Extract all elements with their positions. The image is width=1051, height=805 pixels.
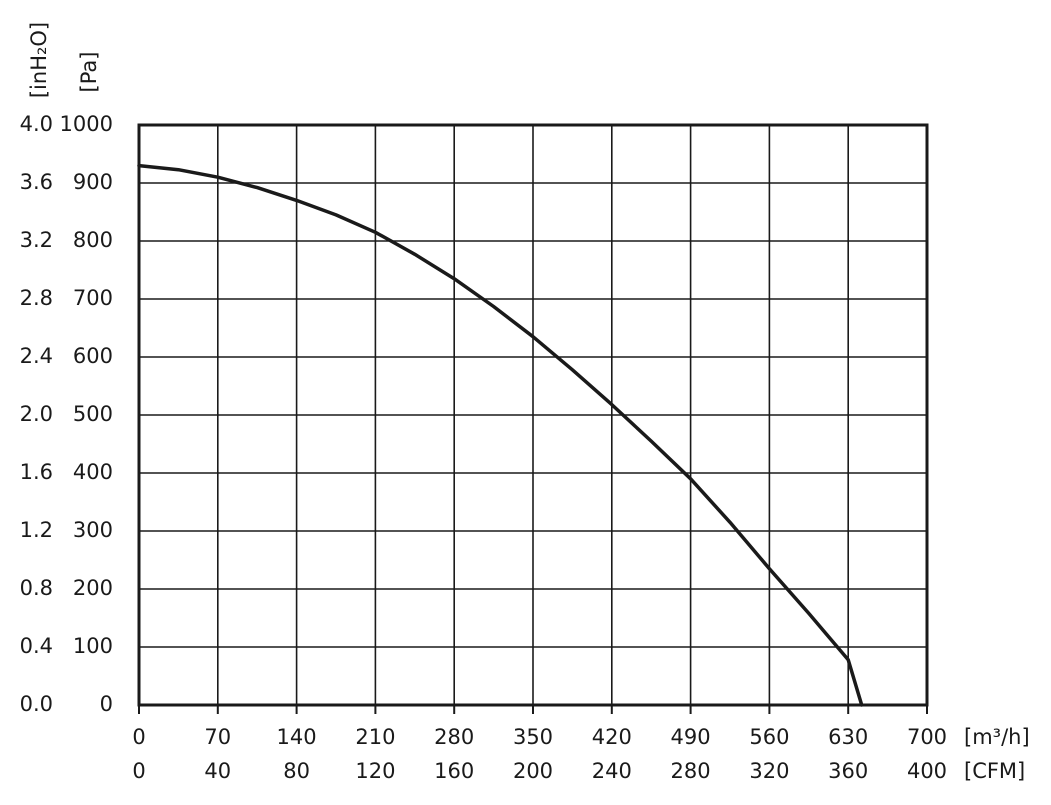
x2-tick-label: 280 (671, 759, 711, 783)
x2-tick-label: 400 (907, 759, 947, 783)
x-tick-label: 560 (749, 725, 789, 749)
fan-curve (137, 163, 864, 707)
x-tick-label: 210 (355, 725, 395, 749)
y-tick-label: 400 (73, 460, 113, 484)
x-tick-label: 140 (277, 725, 317, 749)
x2-tick-label: 120 (355, 759, 395, 783)
x2-tick-label: 360 (828, 759, 868, 783)
y-tick-label: 500 (73, 402, 113, 426)
y-tick-label: 1000 (60, 112, 113, 136)
y-tick-label: 800 (73, 228, 113, 252)
x-tick-label: 630 (828, 725, 868, 749)
plot-frame (137, 123, 929, 707)
y2-tick-label: 4.0 (20, 112, 53, 136)
y2-tick-label: 1.6 (20, 460, 53, 484)
y2-tick-label: 0.8 (20, 576, 53, 600)
y-tick-label: 600 (73, 344, 113, 368)
y2-tick-label: 2.4 (20, 344, 53, 368)
x2-tick-label: 40 (204, 759, 231, 783)
y2-tick-label: 1.2 (20, 518, 53, 542)
x-tick-label: 490 (671, 725, 711, 749)
x2-tick-label: 200 (513, 759, 553, 783)
x-tick-label: 350 (513, 725, 553, 749)
x-tick-label: 0 (132, 725, 145, 749)
y-tick-label: 900 (73, 170, 113, 194)
y2-tick-label: 0.4 (20, 634, 53, 658)
y2-tick-label: 3.2 (20, 228, 53, 252)
y2-axis-label: [inH₂O] (27, 22, 51, 98)
y-tick-label: 100 (73, 634, 113, 658)
y2-tick-label: 0.0 (20, 692, 53, 716)
x-axis-label: [m³/h] (964, 725, 1030, 749)
y-tick-label: 300 (73, 518, 113, 542)
x2-tick-label: 320 (749, 759, 789, 783)
x2-tick-label: 160 (434, 759, 474, 783)
x-tick-label: 420 (592, 725, 632, 749)
y-tick-label: 200 (73, 576, 113, 600)
y2-tick-label: 2.0 (20, 402, 53, 426)
y-tick-label: 700 (73, 286, 113, 310)
y2-tick-label: 3.6 (20, 170, 53, 194)
y-axis-label: [Pa] (77, 52, 101, 93)
x-tick-label: 70 (204, 725, 231, 749)
x2-tick-label: 80 (283, 759, 310, 783)
x2-axis-label: [CFM] (964, 759, 1025, 783)
x-tick-label: 700 (907, 725, 947, 749)
x2-tick-label: 0 (132, 759, 145, 783)
y-tick-label: 0 (100, 692, 113, 716)
x2-tick-label: 240 (592, 759, 632, 783)
y2-tick-label: 2.8 (20, 286, 53, 310)
x-tick-label: 280 (434, 725, 474, 749)
